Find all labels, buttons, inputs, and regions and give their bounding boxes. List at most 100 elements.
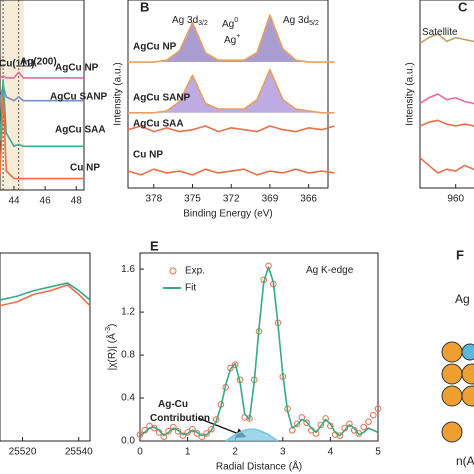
data-point (165, 428, 172, 435)
data-point (346, 420, 353, 428)
data-point (322, 415, 329, 422)
data-point (174, 428, 182, 435)
line (128, 14, 335, 63)
x-tick-label: 44 (8, 196, 20, 207)
line (0, 84, 84, 102)
annotation: Ag 3d5/2 (283, 15, 319, 28)
series-label: AgCu NP (55, 63, 99, 74)
series-label: AgCu SANP (133, 93, 191, 104)
annotation: Ag K-edge (306, 265, 354, 276)
plot-frame (419, 0, 474, 189)
x-tick-label: 960 (447, 194, 464, 205)
data-point (170, 423, 177, 431)
annotation: Contribution (150, 413, 210, 424)
text-part: Contribution (150, 413, 210, 424)
reference-label: Ag(200) (20, 57, 57, 68)
label: Ag (455, 292, 470, 306)
text-part: Ag-Cu (158, 399, 188, 410)
x-tick-label: 46 (40, 196, 52, 207)
arrow (197, 417, 247, 439)
data-point (317, 421, 325, 429)
line (225, 428, 279, 442)
line (0, 71, 84, 79)
x-tick-label: 25520 (9, 447, 37, 458)
line (127, 168, 335, 176)
text-part: Ag (222, 19, 234, 30)
data-point (369, 411, 377, 419)
x-tick-label: 25540 (65, 447, 93, 458)
line (419, 93, 474, 105)
plot-frame (127, 0, 329, 189)
text-part: Ag K-edge (306, 265, 354, 276)
annotation: Ag-Cu (158, 399, 188, 410)
x-axis-label: Binding Energy (eV) (183, 209, 273, 220)
area (225, 429, 279, 441)
panel-letter: E (150, 238, 159, 253)
annotation: Ag0 (222, 17, 238, 29)
annotation: Ag+ (224, 33, 240, 45)
line (0, 282, 91, 301)
data-point (312, 430, 320, 437)
x-tick-label: 5 (375, 447, 381, 458)
x-tick-label: 366 (300, 194, 317, 205)
x-tick-label: 369 (262, 194, 279, 205)
data-point (303, 419, 310, 427)
line (419, 157, 474, 174)
data-point (189, 425, 196, 433)
line (139, 266, 379, 437)
y-axis-label: Intensity (a.u.) (113, 62, 124, 125)
text-part: ) (107, 324, 118, 327)
line (127, 125, 335, 133)
legend-label: Exp. (185, 266, 205, 277)
reference-label: Cu(111) (0, 59, 35, 70)
text-part: |χ(R)| (Å (105, 333, 118, 370)
panel-letter: B (140, 0, 149, 14)
series-label: Cu NP (70, 163, 100, 174)
area (128, 15, 335, 63)
legend-marker (169, 267, 177, 275)
data-point (203, 430, 210, 437)
text-part: Ag (224, 35, 236, 46)
series-label: Cu NP (133, 150, 163, 161)
y-axis-label: Intensity (a.u.) (405, 62, 416, 125)
y-axis-label: |χ(R)| (Å-3) (105, 324, 118, 371)
data-point (365, 418, 372, 425)
data-point (198, 433, 206, 441)
text-part: Ag 3d (172, 15, 198, 26)
line (419, 119, 474, 127)
line (419, 33, 474, 44)
x-tick-label: 48 (71, 196, 83, 207)
series-label: AgCu SAA (133, 119, 184, 130)
superscript: -3 (105, 327, 112, 333)
line (0, 94, 84, 180)
line (0, 79, 84, 148)
data-point (360, 423, 368, 431)
text-part: Ag 3d (283, 15, 309, 26)
series-label: AgCu NP (133, 42, 177, 53)
annotation: Ag 3d3/2 (172, 15, 208, 28)
line (128, 68, 335, 114)
series-label: AgCu SANP (50, 92, 108, 103)
series-label: AgCu SAA (55, 125, 106, 136)
x-axis-label: Radial Distance (Å) (216, 460, 302, 473)
x-tick-label: 378 (145, 194, 162, 205)
subscript: 5/2 (309, 20, 319, 27)
legend-label: Fit (185, 283, 196, 294)
y-tick-label: 0.8 (121, 350, 135, 361)
plot-frame (0, 252, 91, 442)
x-tick-label: 3 (280, 447, 286, 458)
x-tick-label: 375 (184, 194, 201, 205)
y-tick-label: 1.2 (121, 307, 135, 318)
data-point (179, 432, 187, 439)
superscript: + (236, 33, 240, 40)
data-point (231, 361, 239, 369)
plot-frame (0, 0, 85, 191)
x-tick-label: 1 (185, 447, 191, 458)
panel-letter: C (458, 0, 468, 14)
x-tick-label: 0 (137, 447, 143, 458)
subscript: 3/2 (198, 20, 208, 27)
y-tick-label: 0.4 (121, 393, 135, 404)
annotation: Satellite (422, 27, 458, 38)
text-part: Satellite (422, 27, 458, 38)
